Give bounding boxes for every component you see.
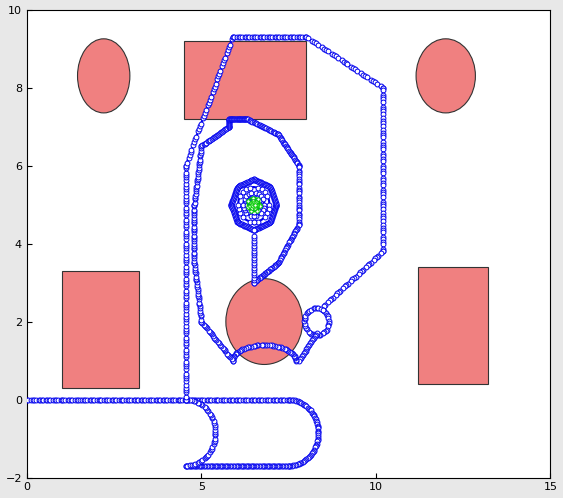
Bar <box>418 267 488 384</box>
Ellipse shape <box>226 279 303 365</box>
Bar <box>184 41 306 119</box>
Ellipse shape <box>416 39 475 113</box>
Bar <box>62 271 138 388</box>
Ellipse shape <box>78 39 130 113</box>
